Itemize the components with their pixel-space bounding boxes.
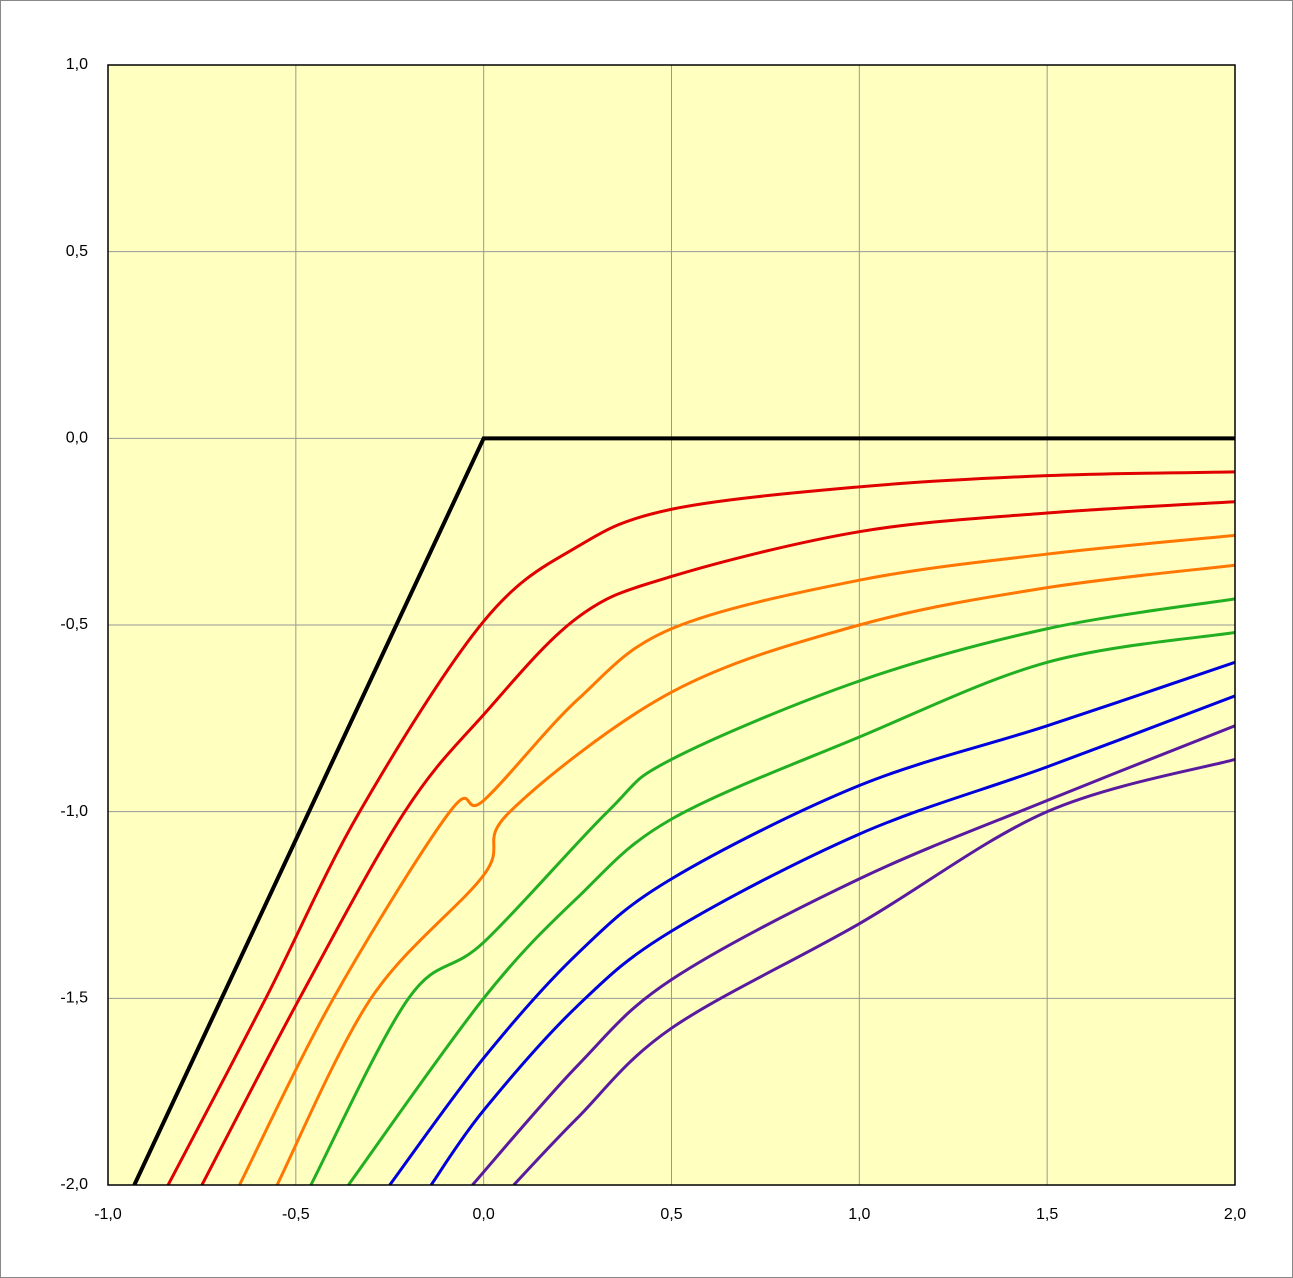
x-tick-label: -0,5 [282, 1206, 310, 1223]
x-tick-label: 2,0 [1224, 1206, 1246, 1223]
y-tick-label: -1,0 [60, 803, 88, 820]
data-line [429, 694, 1235, 1185]
data-line [309, 597, 1235, 1185]
data-line [238, 533, 1235, 1185]
y-tick-label: -2,0 [60, 1176, 88, 1193]
data-line [388, 660, 1235, 1185]
y-tick-label: -1,5 [60, 990, 88, 1007]
data-line [347, 630, 1235, 1185]
data-line [132, 436, 1235, 1185]
x-tick-label: 1,5 [1036, 1206, 1058, 1223]
x-tick-label: -1,0 [94, 1206, 122, 1223]
data-line [200, 500, 1235, 1185]
x-tick-label: 1,0 [848, 1206, 870, 1223]
y-tick-label: -0,5 [60, 616, 88, 633]
x-tick-label: 0,5 [660, 1206, 682, 1223]
y-tick-label: 1,0 [66, 56, 88, 73]
y-tick-label: 0,5 [66, 243, 88, 260]
data-line [166, 470, 1235, 1185]
plot-border [107, 64, 1236, 1186]
data-line [471, 724, 1235, 1185]
data-line [512, 757, 1235, 1185]
x-tick-label: 0,0 [473, 1206, 495, 1223]
y-tick-label: 0,0 [66, 430, 88, 447]
data-line [275, 563, 1235, 1185]
